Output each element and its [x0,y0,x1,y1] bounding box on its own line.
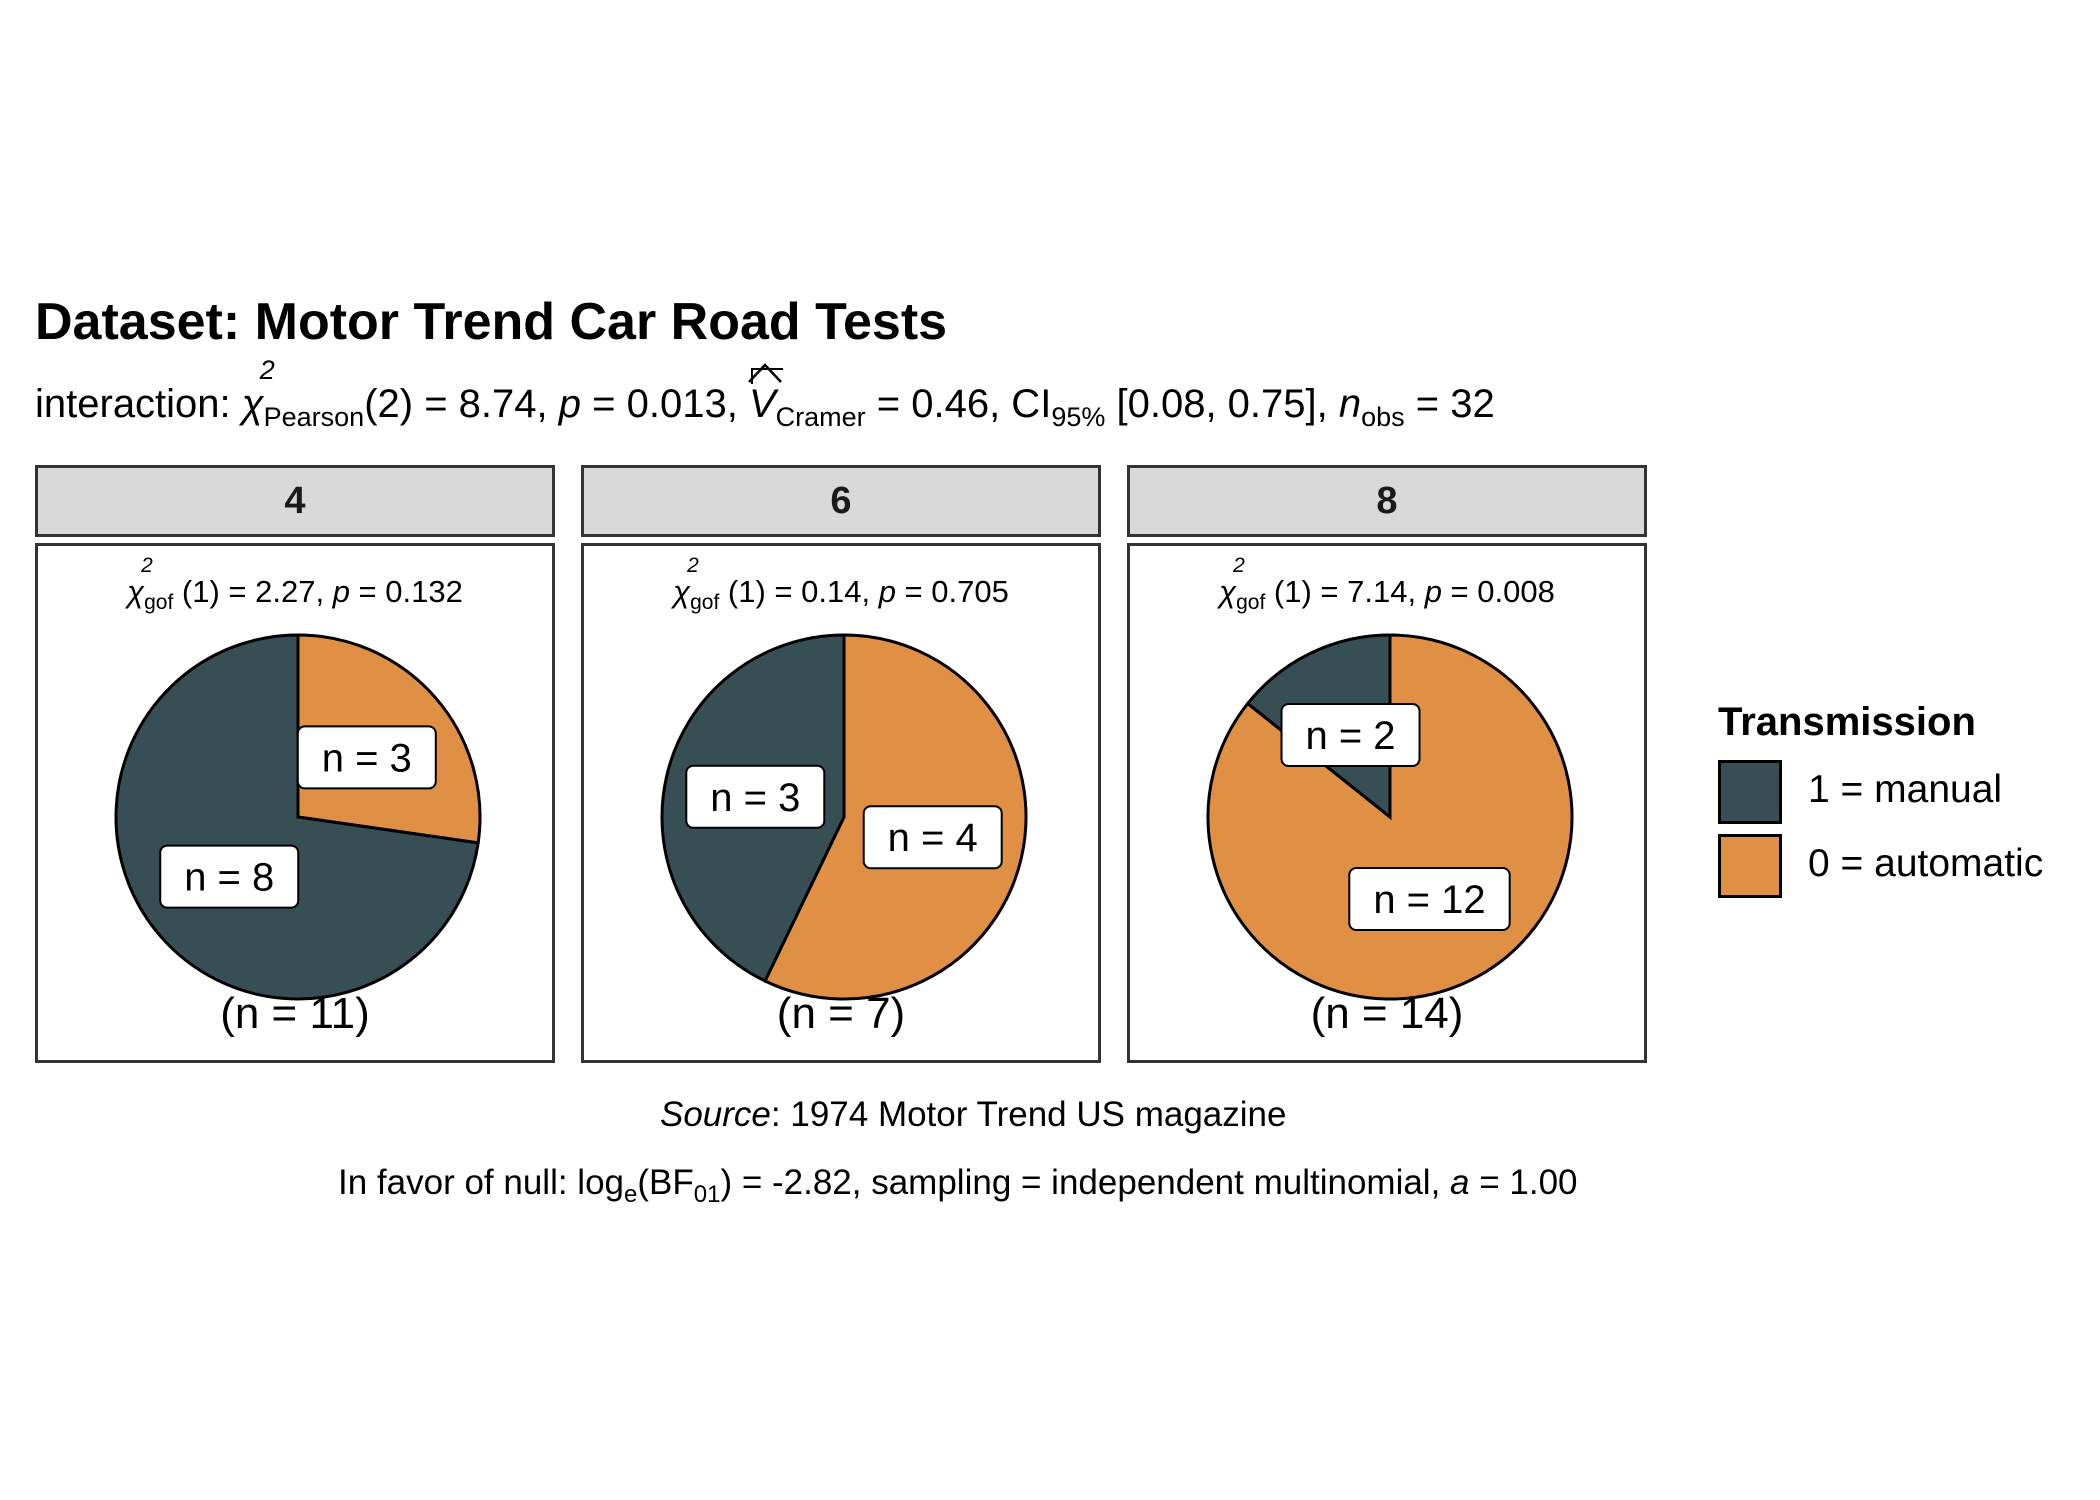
pie-chart: n = 4 n = 3 [660,633,1028,1001]
subtitle-v-value: = 0.46, CI [865,382,1052,426]
source-text: : 1974 Motor Trend US magazine [770,1095,1287,1134]
slice-label: n = 3 [685,764,826,829]
slice-label: n = 2 [1280,703,1421,768]
subtitle-v-hat: V [748,363,782,427]
stat-chi: χ [1219,574,1237,609]
stat-chi: χ [673,574,691,609]
facet-strip-label: 8 [1127,465,1647,537]
bf-prefix: In favor of null: log [338,1163,624,1202]
legend-label: 0 = automatic [1808,842,2044,885]
legend-key [1718,760,1782,824]
stat-p-value: = 0.705 [895,574,1009,609]
pie-chart: n = 3 n = 8 [114,633,482,1001]
plot-title: Dataset: Motor Trend Car Road Tests [35,293,948,351]
bf-rest: ) = -2.82, sampling = independent multin… [720,1163,1451,1202]
slice-label-text: n = 12 [1373,878,1485,922]
slice-label: n = 4 [862,805,1003,870]
facet-plot-area: χ 2 gof (1) = 7.14, p = 0.008 n = 12 n = 2 (n… [1127,543,1647,1063]
slice-label: n = 8 [159,844,300,909]
slice-label-text: n = 3 [322,736,412,780]
stat-p-label: p [878,574,896,609]
slice-label-box [862,805,1003,870]
slice-label-box [685,764,826,829]
caption-bayes-factor: In favor of null: loge(BF01) = -2.82, sa… [338,1163,1578,1207]
slice-label-text: n = 3 [710,776,800,820]
stat-chi-sub: gof [1236,591,1266,615]
stat-p-label: p [332,574,350,609]
facet-strip-label: 4 [35,465,555,537]
slice-label: n = 12 [1348,866,1511,931]
facet-plot-area: χ 2 gof (1) = 0.14, p = 0.705 n = 4 n = 3 (n … [581,543,1101,1063]
caption-source: Source: 1974 Motor Trend US magazine [660,1095,1286,1135]
stat-chi: χ [127,574,145,609]
slice-label-box [159,844,300,909]
bf-01: 01 [693,1181,721,1208]
source-label: Source [660,1095,771,1134]
hat-icon [748,363,782,383]
bf-a: a [1450,1163,1470,1202]
slice-label-text: n = 4 [888,816,978,860]
slice-label-text: n = 2 [1305,714,1395,758]
stat-p-value: = 0.008 [1441,574,1555,609]
subtitle-prefix: interaction: [35,382,242,426]
facet-gof-stat: χ 2 gof (1) = 7.14, p = 0.008 [1130,555,1644,613]
subtitle-n-sub: obs [1361,402,1405,432]
bf-end: = 1.00 [1469,1163,1578,1202]
stat-chi-sub: gof [690,591,720,615]
subtitle-chi: χ [241,382,264,426]
stat-p-label: p [1424,574,1442,609]
stat-chi-sub: gof [144,591,174,615]
facet-gof-stat: χ 2 gof (1) = 0.14, p = 0.705 [584,555,1098,613]
facet-total-n: (n = 14) [1310,989,1464,1038]
subtitle-n-label: n [1338,382,1362,426]
bf-e: e [624,1181,638,1208]
facet-strip-label: 6 [581,465,1101,537]
bf-mid: (BF [637,1163,694,1202]
subtitle-v: V [748,382,776,426]
facet-total-n: (n = 7) [776,989,906,1038]
slice-label-box [1348,866,1511,931]
subtitle-ci-value: [0.08, 0.75], [1105,382,1339,426]
subtitle-p-label: p [558,382,582,426]
slice-label-box [1280,703,1421,768]
subtitle-chi-sub: Pearson [263,402,365,432]
stat-text: (1) = 7.14, [1265,574,1425,609]
plot-subtitle: interaction: χ 2 Pearson(2) = 8.74, p = 0.… [35,355,1495,431]
subtitle-n-value: = 32 [1404,382,1495,426]
facet-panel-6: 6 χ 2 gof (1) = 0.14, p = 0.705 n = 4 n = 3 (n… [581,465,1101,1065]
stat-p-value: = 0.132 [349,574,463,609]
stat-text: (1) = 0.14, [719,574,879,609]
stat-text: (1) = 2.27, [173,574,333,609]
subtitle-ci-sub: 95% [1051,402,1106,432]
facet-panel-8: 8 χ 2 gof (1) = 7.14, p = 0.008 n = 12 n = 2 (… [1127,465,1647,1065]
legend-key [1718,834,1782,898]
subtitle-df: (2) = 8.74, [364,382,559,426]
slice-label: n = 3 [296,725,437,790]
slice-label-box [296,725,437,790]
facet-total-n: (n = 11) [220,989,370,1038]
legend-label: 1 = manual [1808,768,2003,811]
pie-chart: n = 12 n = 2 [1206,633,1574,1001]
slice-label-text: n = 8 [184,856,274,900]
legend: Transmission 1 = manual 0 = automatic [1718,700,2043,898]
legend-title: Transmission [1718,700,1976,744]
subtitle-p-value: = 0.013, [581,382,749,426]
subtitle-v-sub: Cramer [775,402,866,432]
